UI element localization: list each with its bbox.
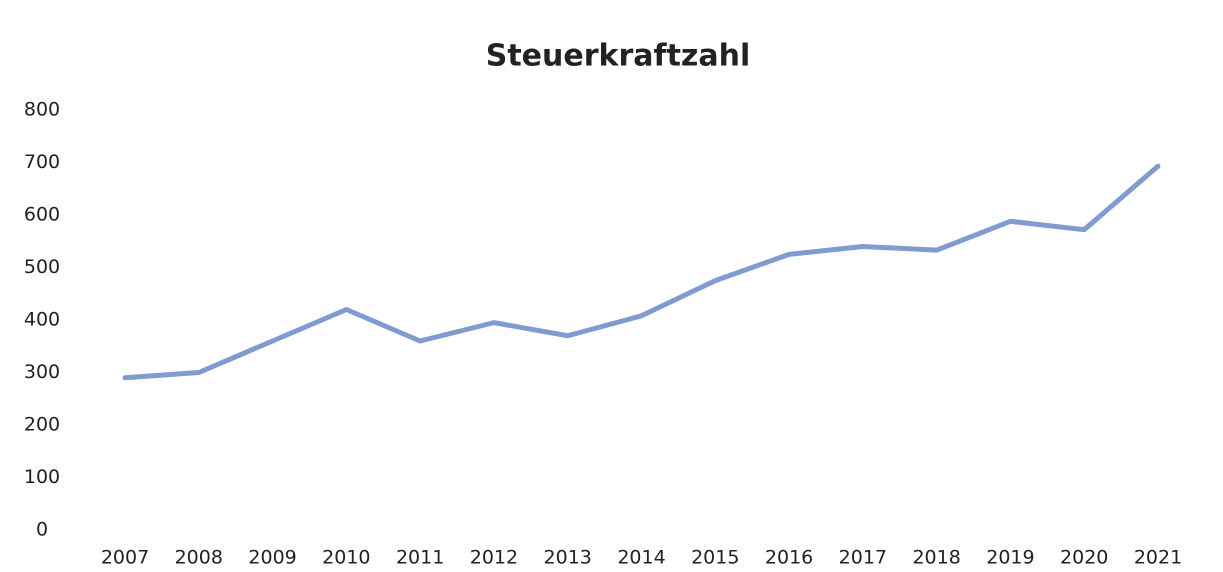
x-tick-label: 2014 xyxy=(617,547,665,569)
y-tick-label: 600 xyxy=(24,204,60,226)
x-tick-label: 2013 xyxy=(544,547,592,569)
x-tick-label: 2016 xyxy=(765,547,813,569)
x-tick-label: 2015 xyxy=(691,547,739,569)
x-tick-label: 2019 xyxy=(986,547,1034,569)
line xyxy=(122,163,1161,381)
x-tick-label: 2008 xyxy=(175,547,223,569)
x-tick-label: 2010 xyxy=(322,547,370,569)
y-tick-label: 100 xyxy=(24,466,60,488)
x-tick-label: 2021 xyxy=(1134,547,1182,569)
y-tick-label: 200 xyxy=(24,414,60,436)
x-tick-label: 2007 xyxy=(101,547,149,569)
x-tick-label: 2009 xyxy=(248,547,296,569)
y-tick-label: 700 xyxy=(24,151,60,173)
chart-title: Steuerkraftzahl xyxy=(486,39,751,74)
y-tick-label: 800 xyxy=(24,99,60,121)
x-tick-label: 2020 xyxy=(1060,547,1108,569)
x-tick-label: 2012 xyxy=(470,547,518,569)
y-tick-label: 300 xyxy=(24,361,60,383)
x-tick-label: 2017 xyxy=(839,547,887,569)
x-tick-label: 2011 xyxy=(396,547,444,569)
y-tick-label: 0 xyxy=(36,519,48,541)
y-tick-label: 400 xyxy=(24,309,60,331)
x-tick-label: 2018 xyxy=(912,547,960,569)
y-tick-label: 500 xyxy=(24,256,60,278)
